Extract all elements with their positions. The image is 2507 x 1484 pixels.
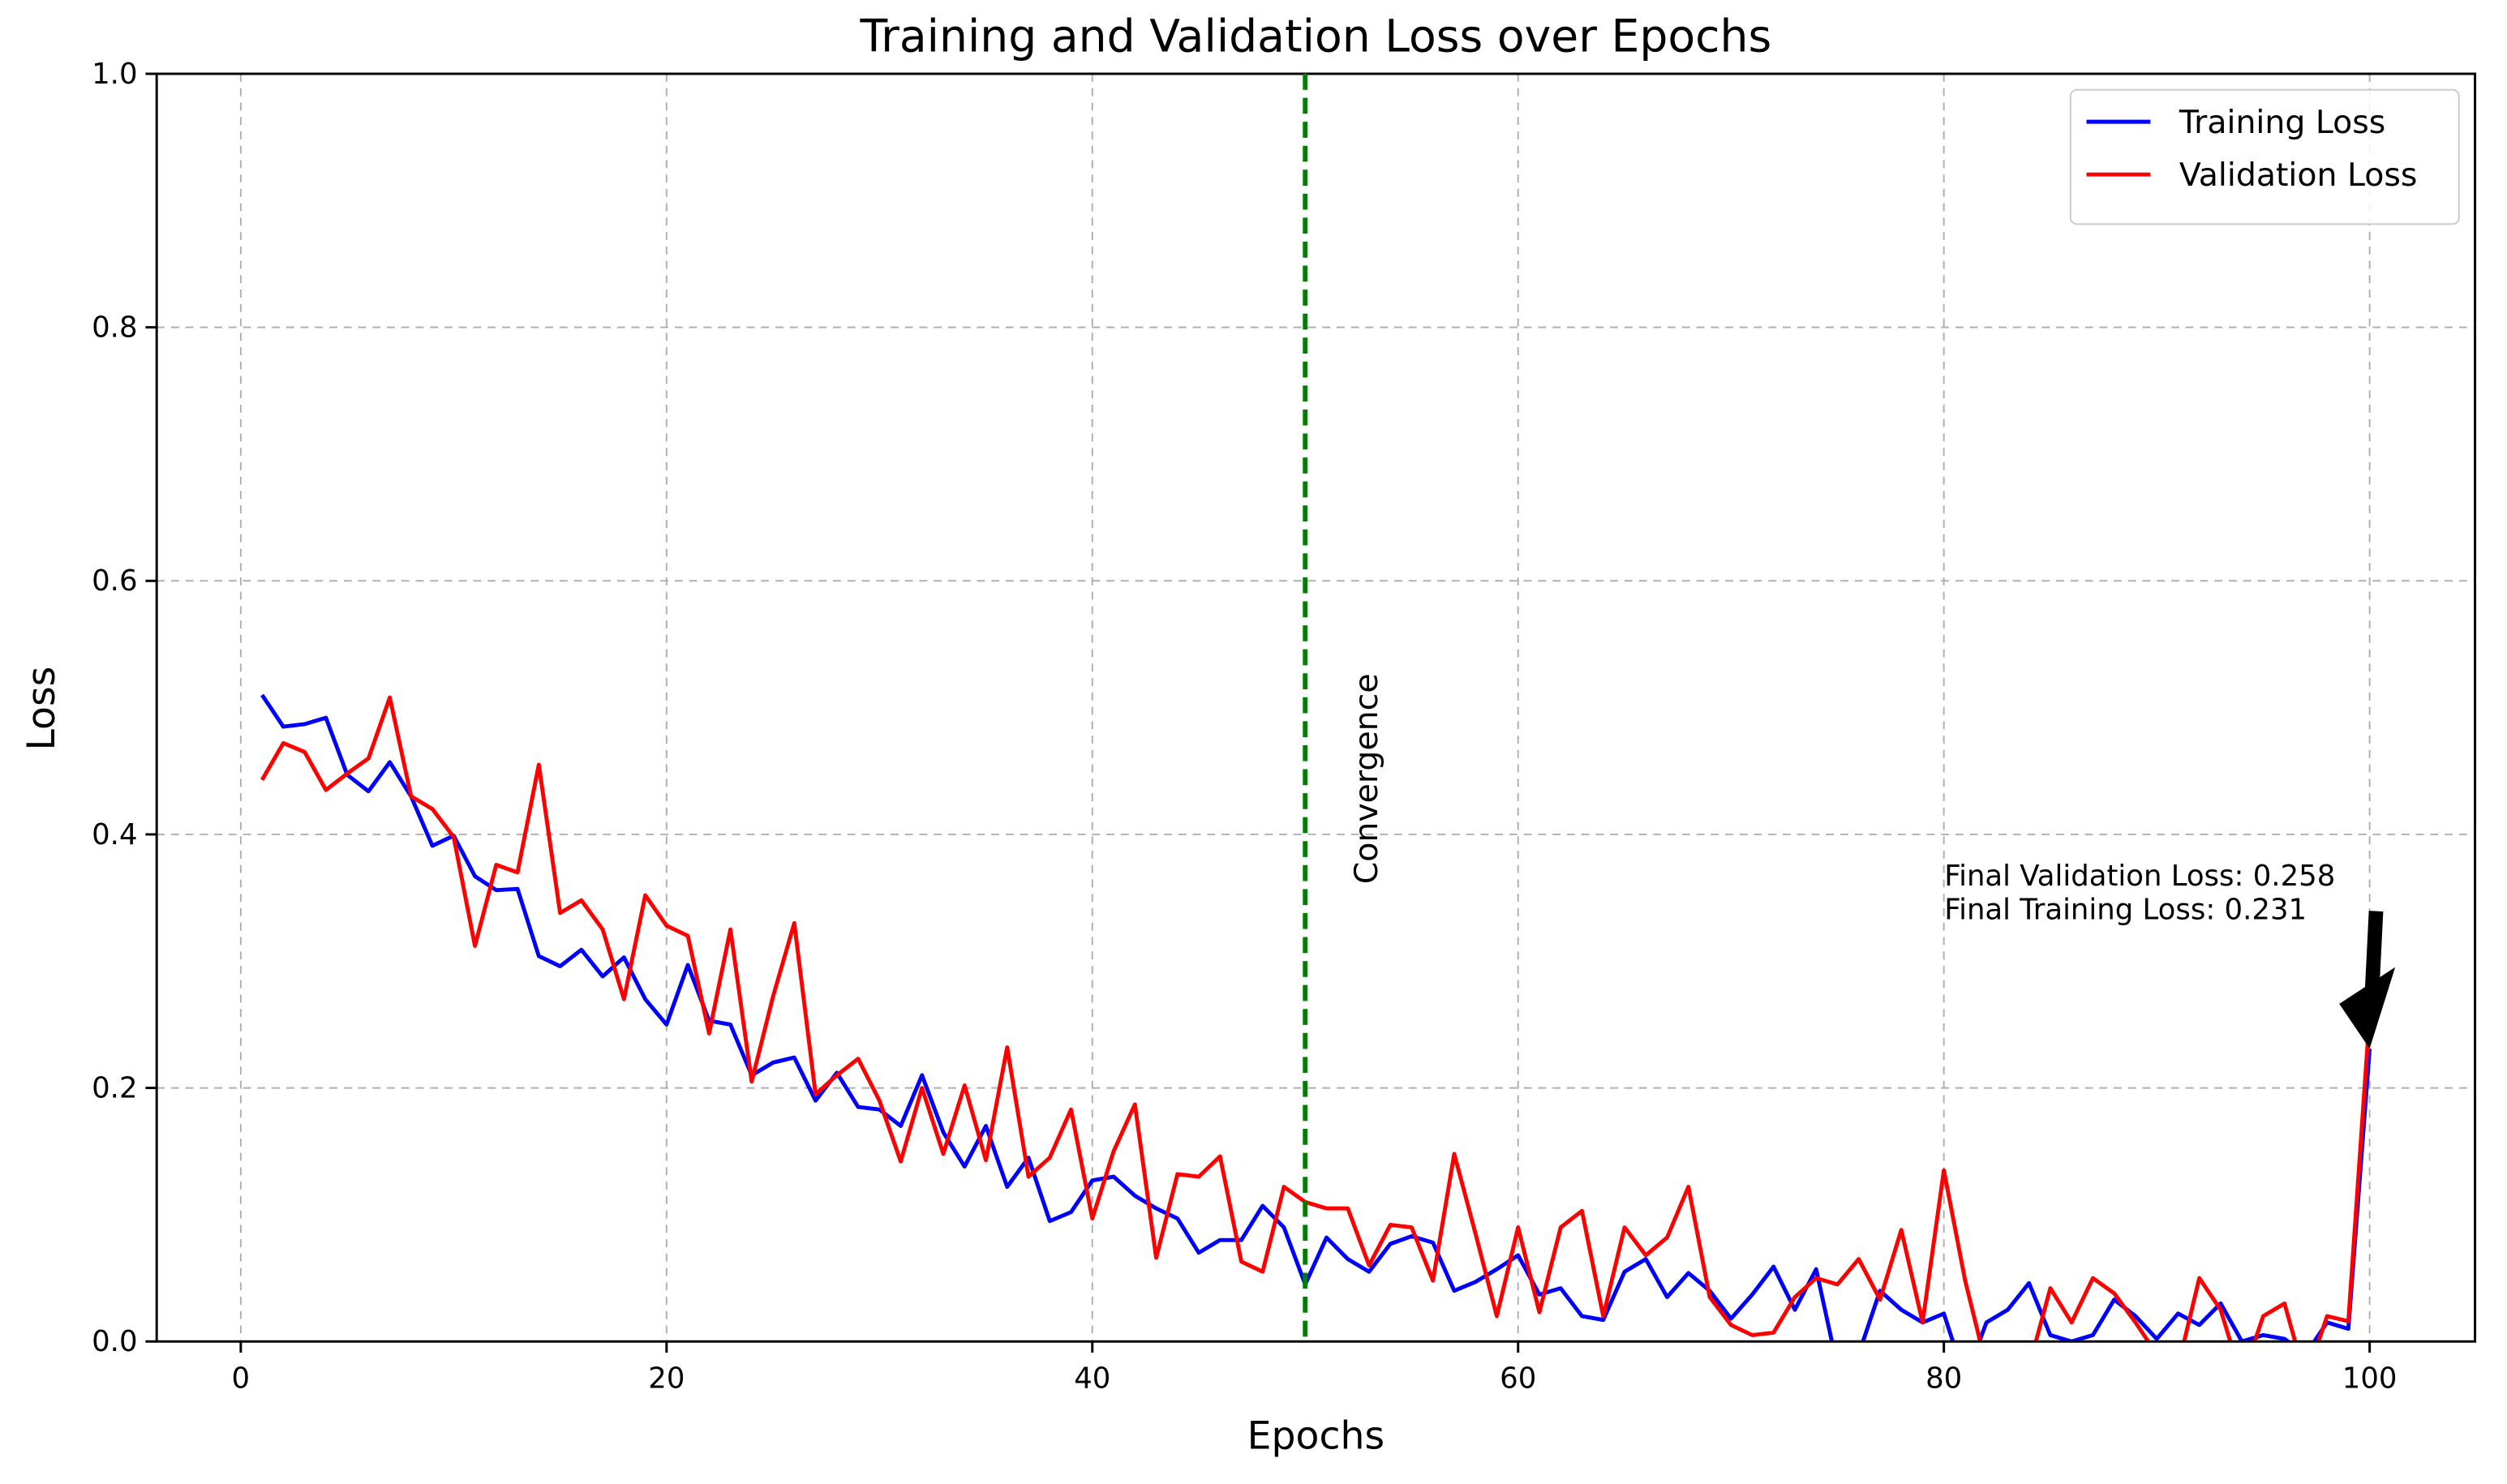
x-tick-label: 100 (2342, 1362, 2398, 1395)
y-tick-label: 1.0 (92, 58, 137, 91)
y-tick-label: 0.2 (92, 1071, 137, 1104)
y-tick-label: 0.0 (92, 1325, 137, 1358)
x-tick-label: 20 (648, 1362, 685, 1395)
chart-title: Training and Validation Loss over Epochs (860, 11, 1772, 62)
x-tick-label: 60 (1500, 1362, 1536, 1395)
y-tick-label: 0.4 (92, 818, 137, 851)
y-tick-label: 0.8 (92, 311, 137, 344)
x-tick-label: 0 (232, 1362, 251, 1395)
annotation-text: Final Training Loss: 0.231 (1944, 893, 2307, 926)
x-tick-label: 80 (1925, 1362, 1962, 1395)
x-axis-label: Epochs (1247, 1413, 1384, 1458)
convergence-label: Convergence (1348, 673, 1385, 884)
ticks: 0 20 40 60 80 100 0.0 0.2 0.4 0.6 0.8 1.0 (92, 58, 2397, 1396)
legend-label: Validation Loss (2179, 157, 2418, 194)
x-tick-label: 40 (1074, 1362, 1110, 1395)
axes-frame (155, 72, 2477, 1343)
annotation-text: Final Validation Loss: 0.258 (1944, 860, 2335, 893)
annotation-arrow-head (2339, 967, 2396, 1049)
overlay: Convergence Final Validation Loss: 0.258F… (1303, 73, 2460, 1342)
legend-label: Training Loss (2179, 104, 2385, 141)
grid (157, 73, 2475, 1343)
y-tick-label: 0.6 (92, 564, 137, 598)
legend-box (2069, 88, 2460, 225)
plot-area (260, 693, 2372, 1342)
y-axis-label: Loss (19, 667, 64, 751)
legend: Training Loss Validation Loss (2069, 88, 2460, 225)
series-line (260, 695, 2372, 1342)
